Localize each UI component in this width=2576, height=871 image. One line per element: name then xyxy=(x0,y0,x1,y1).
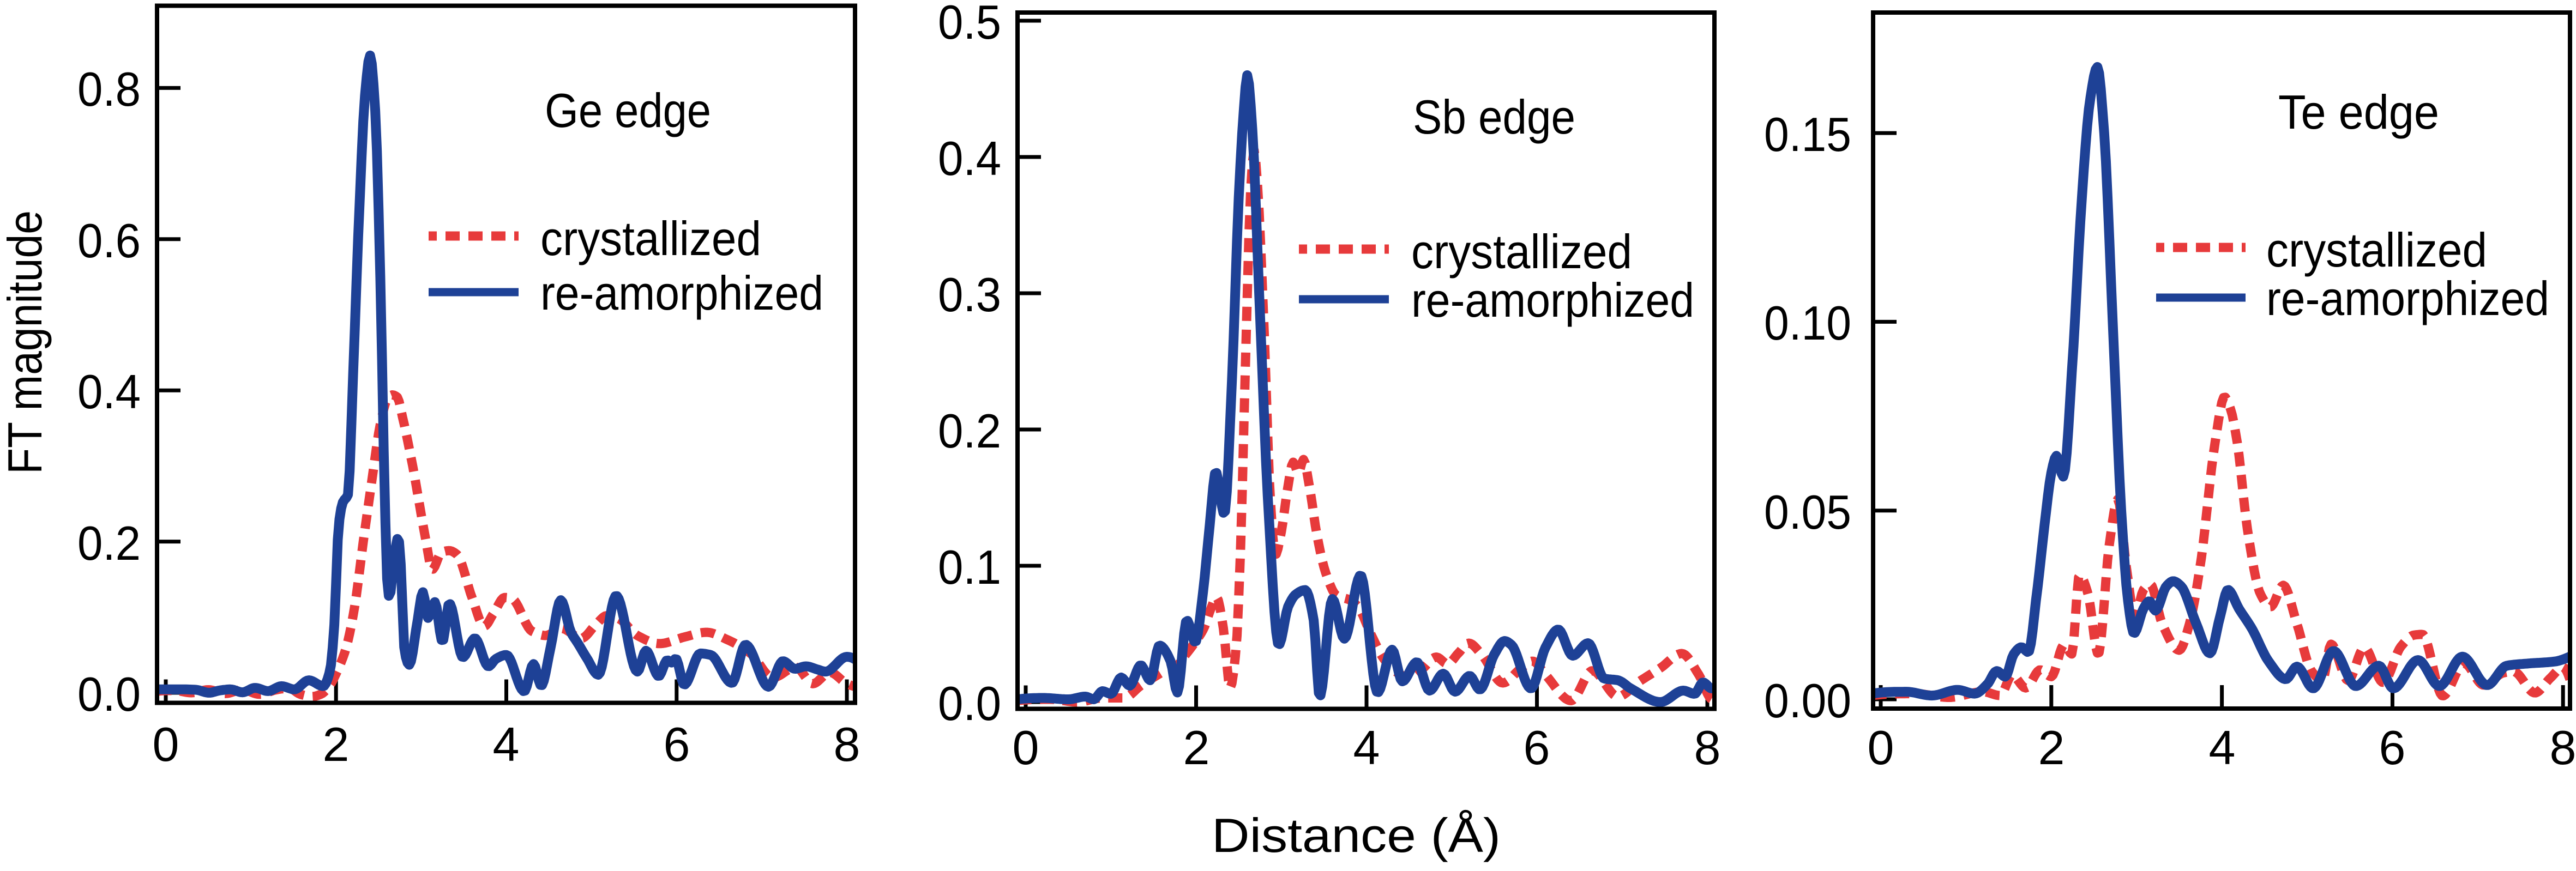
svg-text:0.2: 0.2 xyxy=(77,516,141,570)
svg-text:FT magnitude: FT magnitude xyxy=(0,210,52,474)
svg-text:2: 2 xyxy=(323,717,350,771)
svg-text:4: 4 xyxy=(2209,721,2236,775)
svg-text:0.10: 0.10 xyxy=(1764,296,1851,350)
svg-text:4: 4 xyxy=(493,717,520,771)
svg-text:8: 8 xyxy=(2550,721,2576,775)
svg-text:0.1: 0.1 xyxy=(938,540,1001,594)
svg-text:Ge edge: Ge edge xyxy=(545,83,711,137)
svg-text:6: 6 xyxy=(664,717,690,771)
svg-text:0.5: 0.5 xyxy=(938,0,1001,49)
svg-text:8: 8 xyxy=(1694,721,1721,775)
svg-text:0.05: 0.05 xyxy=(1764,485,1851,539)
svg-text:Sb edge: Sb edge xyxy=(1413,90,1575,144)
svg-text:crystallized: crystallized xyxy=(540,211,761,265)
svg-text:re-amorphized: re-amorphized xyxy=(540,266,823,320)
svg-text:Distance (Å): Distance (Å) xyxy=(1212,808,1501,862)
svg-text:crystallized: crystallized xyxy=(1411,225,1632,279)
svg-text:re-amorphized: re-amorphized xyxy=(1411,273,1694,327)
svg-text:0: 0 xyxy=(153,717,179,771)
svg-text:0.8: 0.8 xyxy=(77,62,141,116)
svg-text:0.0: 0.0 xyxy=(938,676,1001,730)
svg-text:0.0: 0.0 xyxy=(77,667,141,721)
svg-text:crystallized: crystallized xyxy=(2266,223,2487,277)
svg-text:6: 6 xyxy=(2379,721,2406,775)
svg-text:6: 6 xyxy=(1524,721,1550,775)
svg-text:0.4: 0.4 xyxy=(77,365,141,419)
svg-text:2: 2 xyxy=(2038,721,2065,775)
svg-text:0: 0 xyxy=(1013,721,1039,775)
svg-text:0.00: 0.00 xyxy=(1764,674,1851,728)
svg-text:4: 4 xyxy=(1353,721,1380,775)
svg-text:0.3: 0.3 xyxy=(938,268,1001,322)
svg-text:0.6: 0.6 xyxy=(77,214,141,268)
svg-text:0.2: 0.2 xyxy=(938,404,1001,458)
svg-text:2: 2 xyxy=(1183,721,1210,775)
svg-text:Te edge: Te edge xyxy=(2278,85,2439,139)
svg-text:0: 0 xyxy=(1868,721,1894,775)
svg-text:re-amorphized: re-amorphized xyxy=(2266,271,2549,325)
svg-text:8: 8 xyxy=(834,717,860,771)
svg-text:0.15: 0.15 xyxy=(1764,107,1851,161)
svg-text:0.4: 0.4 xyxy=(938,131,1001,185)
